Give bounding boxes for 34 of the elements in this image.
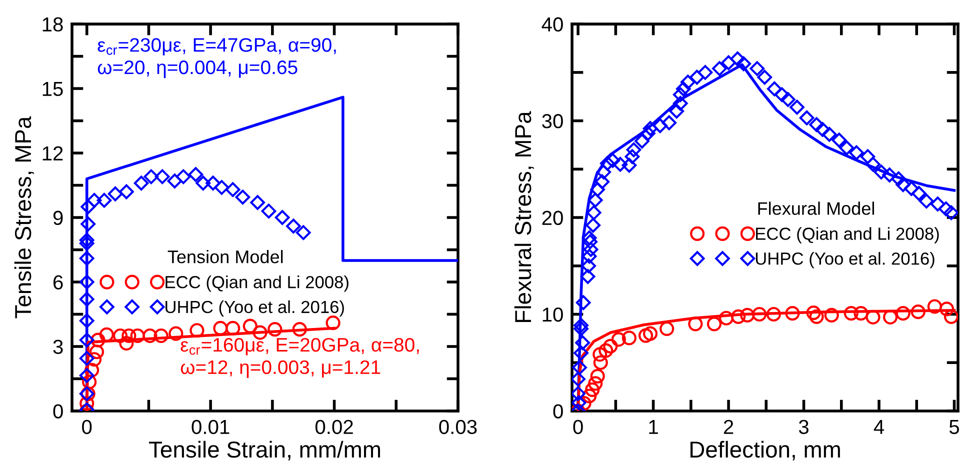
x-tick-label: 3 — [798, 420, 808, 434]
x-tick-label: 0.01 — [192, 420, 230, 434]
y-tick-label: 3 — [53, 340, 63, 354]
y-tick-label: 20 — [542, 210, 563, 226]
x-axis-title: Tensile Strain, mm/mm — [149, 440, 380, 460]
legend-title: Tension Model — [168, 250, 283, 264]
x-tick-label: 2 — [724, 420, 734, 434]
annotation: ε$_{cr}$=160με, E=20GPa, α=80, ω=12, η=0.003, μ=1.21 — [180, 338, 419, 378]
y-tick-label: 9 — [53, 210, 63, 226]
y-tick-label: 0 — [553, 404, 563, 418]
y-tick-label: 0 — [53, 404, 63, 418]
x-tick-label: 0.02 — [315, 420, 353, 434]
y-tick-label: 18 — [42, 17, 63, 32]
y-tick-label: 40 — [542, 17, 563, 32]
y-tick-label: 12 — [42, 146, 63, 160]
legend-label: UHPC (Yoo et al. 2016) — [166, 300, 344, 317]
y-tick-label: 15 — [42, 82, 63, 96]
x-axis-title: Deflection, mm — [690, 440, 840, 460]
x-tick-label: 0 — [573, 420, 583, 434]
legend-label: ECC (Qian and Li 2008) — [756, 227, 939, 244]
y-axis-title: Flexural Stress, MPa — [514, 111, 534, 322]
y-tick-label: 30 — [542, 114, 563, 128]
x-tick-label: 4 — [874, 420, 884, 434]
legend-title: Flexural Model — [758, 202, 874, 215]
x-tick-label: 0.03 — [439, 420, 477, 434]
legend-label: UHPC (Yoo et al. 2016) — [756, 252, 934, 268]
legend-label: ECC (Qian and Li 2008) — [166, 276, 348, 292]
annotation: ε$_{cr}$=230με, E=47GPa, α=90, ω=20, η=0.004, μ=0.65 — [98, 38, 336, 78]
x-tick-label: 0 — [82, 420, 92, 434]
x-tick-label: 5 — [949, 420, 960, 434]
y-tick-label: 6 — [54, 275, 63, 290]
y-tick-label: 10 — [542, 307, 563, 322]
x-tick-label: 1 — [649, 420, 658, 434]
y-axis-title: Tensile Stress, MPa — [14, 116, 34, 318]
